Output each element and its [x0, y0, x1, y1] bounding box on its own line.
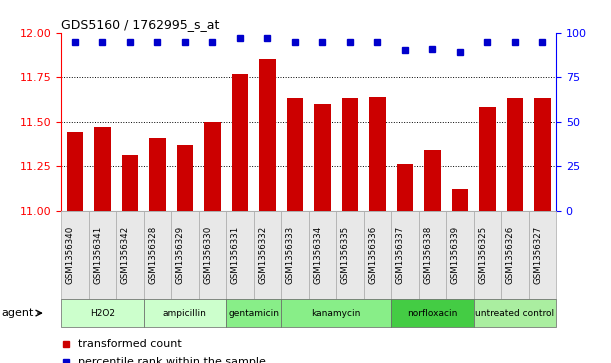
Bar	[529, 211, 556, 299]
Bar	[474, 299, 556, 327]
Text: GSM1356338: GSM1356338	[423, 226, 432, 284]
Text: GSM1356330: GSM1356330	[203, 226, 213, 284]
Bar	[419, 211, 446, 299]
Bar	[144, 211, 171, 299]
Text: agent: agent	[1, 308, 34, 318]
Bar	[479, 107, 496, 211]
Bar	[226, 299, 281, 327]
Text: GSM1356329: GSM1356329	[176, 226, 185, 284]
Bar	[116, 211, 144, 299]
Bar	[474, 211, 501, 299]
Text: GDS5160 / 1762995_s_at: GDS5160 / 1762995_s_at	[61, 19, 219, 32]
Text: GSM1356335: GSM1356335	[341, 226, 349, 284]
Bar	[281, 211, 309, 299]
Bar	[149, 138, 166, 211]
Bar	[61, 211, 89, 299]
Text: transformed count: transformed count	[78, 339, 182, 349]
Bar	[232, 74, 248, 211]
Bar	[254, 211, 281, 299]
Bar	[452, 189, 468, 211]
Text: GSM1356340: GSM1356340	[66, 226, 75, 284]
Bar	[177, 145, 193, 211]
Bar	[281, 299, 391, 327]
Bar	[171, 211, 199, 299]
Text: GSM1356339: GSM1356339	[451, 226, 459, 284]
Bar	[534, 98, 551, 211]
Bar	[259, 59, 276, 211]
Bar	[89, 211, 116, 299]
Bar	[364, 211, 391, 299]
Text: GSM1356328: GSM1356328	[148, 226, 158, 284]
Bar	[314, 104, 331, 211]
Bar	[507, 98, 523, 211]
Bar	[336, 211, 364, 299]
Text: GSM1356342: GSM1356342	[121, 226, 130, 284]
Bar	[199, 211, 226, 299]
Text: GSM1356336: GSM1356336	[368, 226, 378, 284]
Text: GSM1356332: GSM1356332	[258, 226, 268, 284]
Text: percentile rank within the sample: percentile rank within the sample	[78, 357, 266, 363]
Text: GSM1356327: GSM1356327	[533, 226, 543, 284]
Text: GSM1356333: GSM1356333	[286, 226, 295, 284]
Text: kanamycin: kanamycin	[312, 309, 360, 318]
Bar	[424, 150, 441, 211]
Bar	[342, 98, 358, 211]
Text: H2O2: H2O2	[90, 309, 115, 318]
Bar	[446, 211, 474, 299]
Bar	[94, 127, 111, 211]
Text: untreated control: untreated control	[475, 309, 554, 318]
Text: ampicillin: ampicillin	[163, 309, 207, 318]
Bar	[122, 155, 138, 211]
Bar	[369, 97, 386, 211]
Bar	[397, 164, 413, 211]
Text: GSM1356341: GSM1356341	[93, 226, 103, 284]
Bar	[391, 299, 474, 327]
Text: norfloxacin: norfloxacin	[407, 309, 458, 318]
Bar	[61, 299, 144, 327]
Text: GSM1356325: GSM1356325	[478, 226, 487, 284]
Bar	[204, 122, 221, 211]
Bar	[309, 211, 336, 299]
Bar	[67, 132, 83, 211]
Bar	[287, 98, 303, 211]
Bar	[144, 299, 226, 327]
Text: GSM1356337: GSM1356337	[396, 226, 404, 284]
Bar	[501, 211, 529, 299]
Text: GSM1356334: GSM1356334	[313, 226, 323, 284]
Bar	[226, 211, 254, 299]
Text: GSM1356326: GSM1356326	[506, 226, 514, 284]
Text: GSM1356331: GSM1356331	[231, 226, 240, 284]
Bar	[391, 211, 419, 299]
Text: gentamicin: gentamicin	[228, 309, 279, 318]
